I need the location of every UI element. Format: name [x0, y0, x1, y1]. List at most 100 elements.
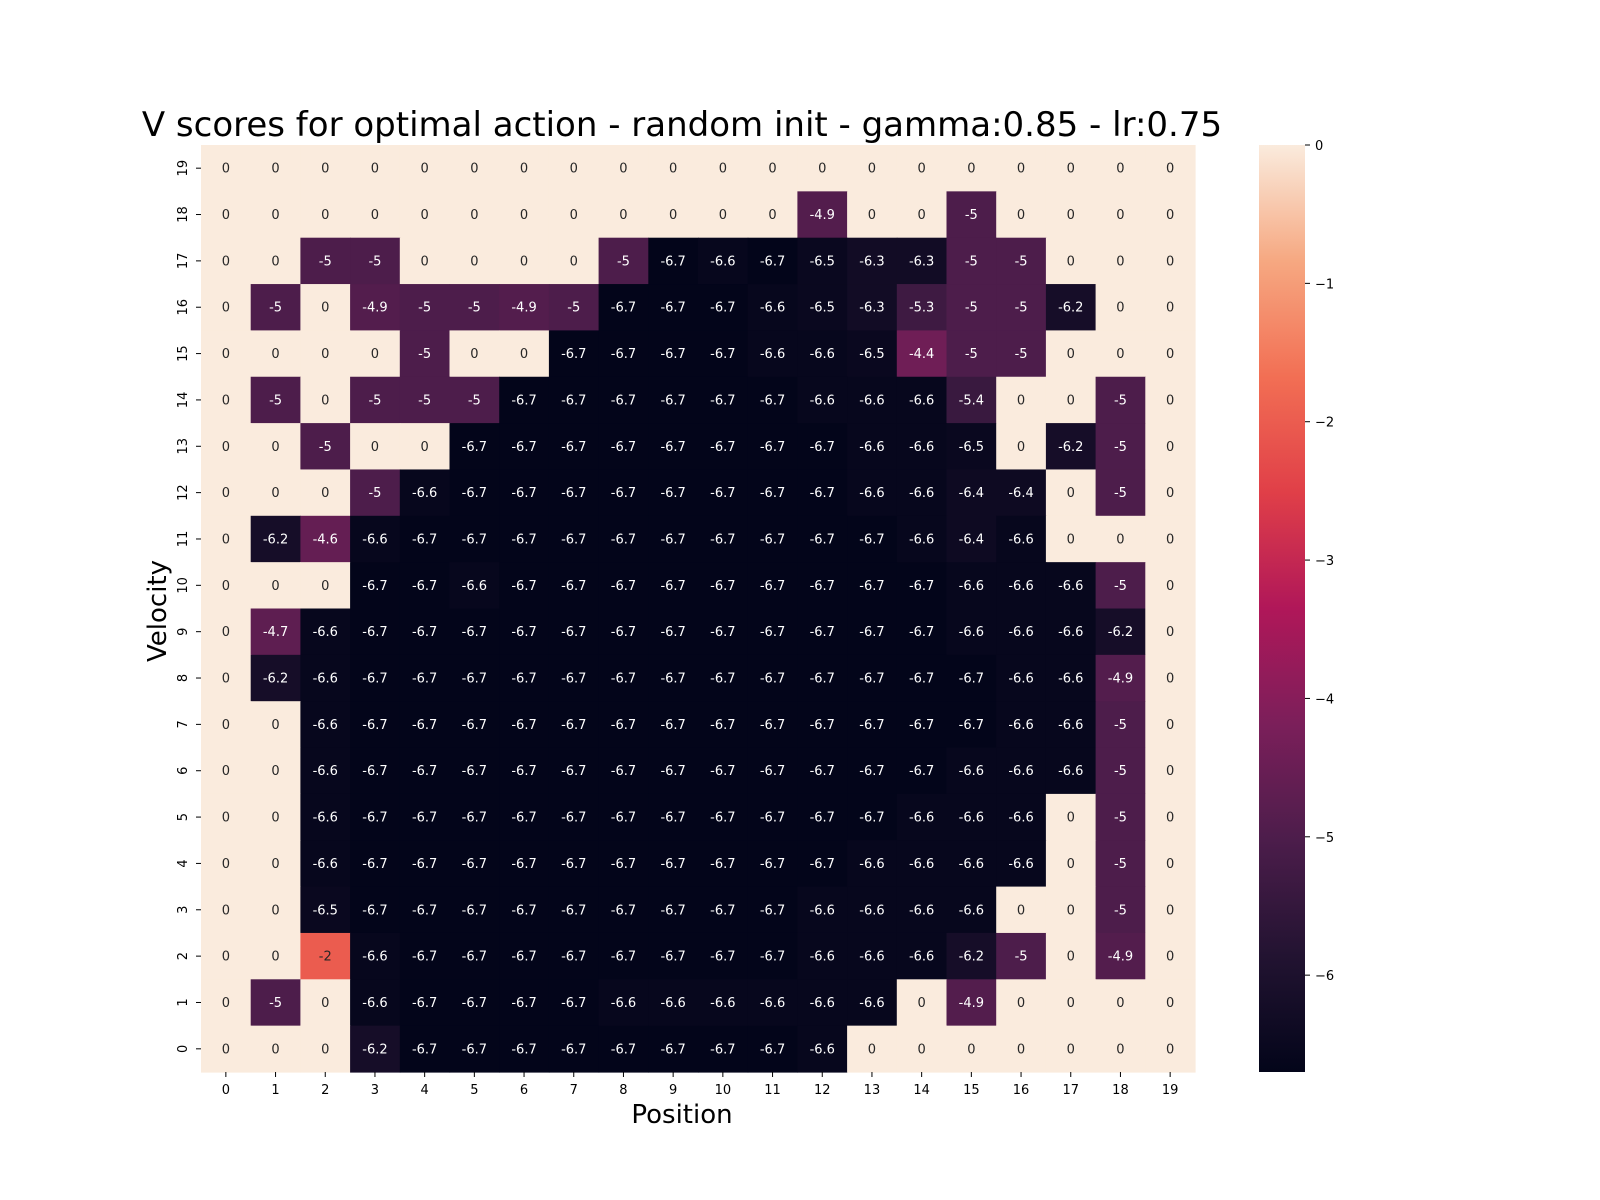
cell-value-label: 0: [1017, 996, 1025, 1011]
cell-value-label: -4.9: [959, 996, 984, 1011]
heatmap-cell: [747, 840, 798, 888]
cell-value-label: -4.4: [909, 347, 934, 362]
cell-value-label: -6.7: [710, 486, 735, 501]
heatmap-cell: [399, 515, 451, 563]
heatmap-cell: [548, 237, 600, 285]
heatmap-cell: [399, 191, 451, 239]
x-tick-label: 10: [715, 1083, 732, 1098]
cell-value-label: 0: [321, 347, 329, 362]
cell-value-label: 0: [321, 579, 329, 594]
y-tick-label: 13: [176, 438, 191, 455]
heatmap-cell: [449, 886, 500, 934]
heatmap-cell: [648, 145, 699, 192]
cell-value-label: 0: [1116, 1042, 1124, 1057]
cell-value-label: 0: [967, 1042, 975, 1057]
cell-value-label: -6.7: [760, 579, 785, 594]
cell-value-label: -6.2: [959, 950, 984, 965]
heatmap-cell: [201, 469, 252, 517]
x-tick-label: 9: [669, 1083, 677, 1098]
cell-value-label: -6.7: [412, 672, 437, 687]
cell-value-label: 0: [570, 254, 578, 269]
cell-value-label: -6.7: [760, 486, 785, 501]
heatmap-cell: [399, 654, 451, 702]
cell-value-label: -6.7: [660, 811, 685, 826]
cell-value-label: -4.9: [511, 301, 536, 316]
heatmap-cell: [648, 191, 699, 239]
heatmap-cell: [1095, 932, 1146, 980]
cell-value-label: -6.3: [859, 254, 884, 269]
cell-value-label: -6.7: [412, 857, 437, 872]
cell-value-label: 0: [1067, 254, 1075, 269]
cell-value-label: -5: [418, 347, 431, 362]
cell-value-label: 0: [222, 440, 230, 455]
heatmap-cell: [896, 376, 948, 424]
y-tick-label: 19: [176, 160, 191, 177]
heatmap-cell: [1045, 515, 1097, 563]
heatmap-cell: [449, 237, 500, 285]
heatmap-cell: [201, 608, 252, 656]
heatmap-cell: [250, 562, 301, 610]
cell-value-label: -6.6: [859, 486, 884, 501]
cell-value-label: -6.6: [859, 440, 884, 455]
cell-value-label: -6.6: [1008, 625, 1033, 640]
cell-value-label: -6.7: [362, 764, 387, 779]
heatmap-cell: [747, 1025, 798, 1073]
heatmap-cell: [996, 469, 1047, 517]
cell-value-label: -6.7: [511, 393, 536, 408]
y-tick-label: 10: [176, 577, 191, 594]
heatmap-cell: [648, 1025, 699, 1073]
cell-value-label: 0: [1116, 301, 1124, 316]
heatmap-cell: [996, 840, 1047, 888]
x-axis-ticks: 0 1 2 3 4 5 6 7 8 9 10 11 12 13 14 15 16 17 18 19: [222, 1072, 1178, 1098]
cell-value-label: 0: [321, 208, 329, 223]
cell-value-label: -6.7: [710, 950, 735, 965]
y-tick-label: 12: [176, 484, 191, 501]
heatmap-cell: [201, 145, 252, 192]
cell-value-label: 0: [520, 254, 528, 269]
heatmap-cell: [1045, 747, 1097, 795]
cell-value-label: -6.7: [859, 625, 884, 640]
cell-value-label: -6.7: [561, 579, 586, 594]
cell-value-label: -5: [269, 393, 282, 408]
heatmap-cell: [896, 701, 948, 749]
heatmap-cell: [201, 886, 252, 934]
cell-value-label: 0: [868, 1042, 876, 1057]
heatmap-cell: [399, 330, 451, 378]
heatmap-cell: [847, 423, 898, 471]
cell-value-label: -6.7: [561, 440, 586, 455]
cell-value-label: -5: [1114, 440, 1127, 455]
x-tick-label: 12: [814, 1083, 831, 1098]
heatmap-cell: [648, 376, 699, 424]
cell-value-label: -6.6: [1058, 764, 1083, 779]
cell-value-label: -6.5: [810, 301, 835, 316]
cell-value-label: 0: [222, 811, 230, 826]
cell-value-label: 0: [271, 162, 279, 177]
cell-value-label: -5: [418, 393, 431, 408]
cell-value-label: 0: [271, 254, 279, 269]
heatmap-cell: [797, 701, 848, 749]
heatmap-cell: [747, 423, 798, 471]
cell-value-label: -6.7: [362, 672, 387, 687]
heatmap-cell: [698, 979, 749, 1027]
x-tick-label: 17: [1062, 1083, 1079, 1098]
cell-value-label: 0: [271, 811, 279, 826]
cell-value-label: 0: [520, 208, 528, 223]
heatmap-cell: [698, 330, 749, 378]
y-tick-label: 18: [176, 206, 191, 223]
cell-value-label: 0: [470, 254, 478, 269]
heatmap-cell: [598, 979, 649, 1027]
cell-value-label: -5: [368, 486, 381, 501]
y-tick-label: 9: [176, 628, 191, 636]
heatmap-cell: [648, 840, 699, 888]
heatmap-cell: [449, 423, 500, 471]
cell-value-label: -6.2: [263, 532, 288, 547]
cell-value-label: 0: [1166, 1042, 1174, 1057]
cell-value-label: -6.7: [760, 857, 785, 872]
heatmap-cell: [896, 191, 948, 239]
cell-value-label: -6.7: [611, 532, 636, 547]
cell-value-label: -4.9: [362, 301, 387, 316]
cell-value-label: -6.7: [412, 903, 437, 918]
cell-value-label: -6.7: [760, 440, 785, 455]
cell-value-label: -6.7: [362, 903, 387, 918]
colorbar-tick-label: −3: [1315, 554, 1334, 569]
